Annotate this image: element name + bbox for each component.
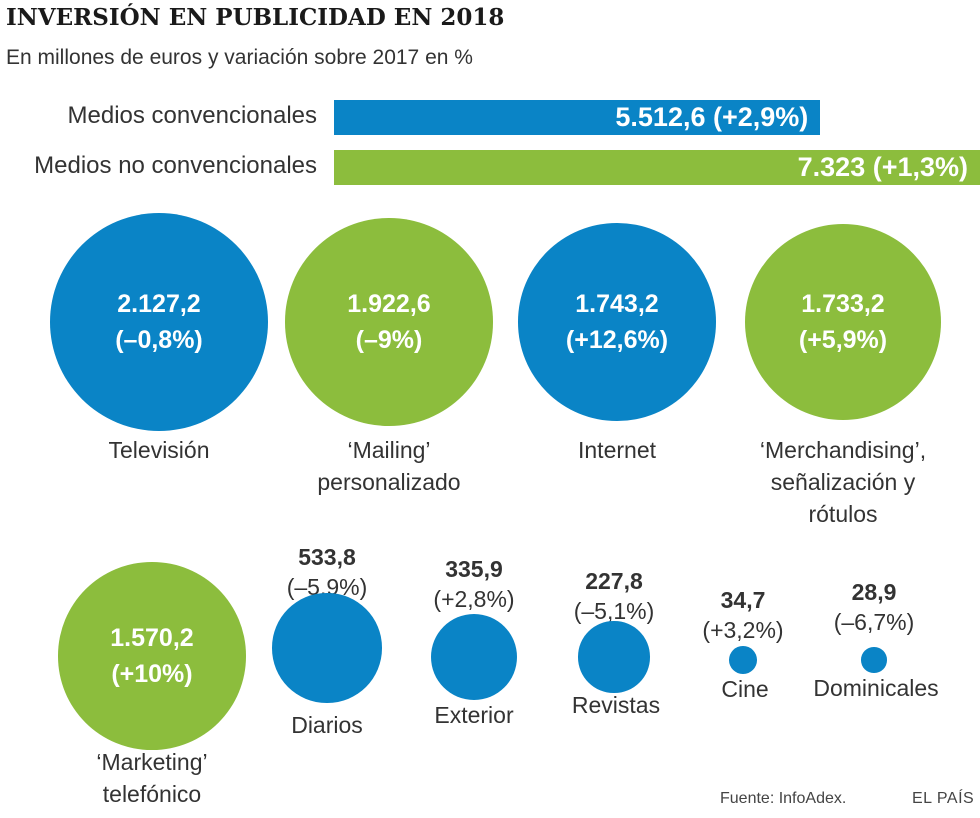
- value-exterior: 335,9 (+2,8%): [433, 556, 515, 612]
- bubble-marketing: 1.570,2 (+10%): [58, 562, 246, 750]
- label-cine: Cine: [721, 676, 769, 702]
- bubble-exterior: [430, 613, 518, 701]
- source-note: Fuente: InfoAdex.: [720, 790, 847, 807]
- value-diarios: 533,8 (–5,9%): [286, 544, 368, 600]
- label-revistas: Revistas: [571, 692, 661, 718]
- bar-no-convencionales: 7.323 (+1,3%): [334, 150, 980, 185]
- bubble-change: (–9%): [355, 325, 423, 354]
- bubble-merchandising: 1.733,2 (+5,9%): [744, 223, 942, 421]
- bubble-mailing: 1.922,6 (–9%): [285, 218, 493, 426]
- label-mailing: ‘Mailing’ personalizado: [317, 437, 461, 495]
- bubble-revistas: [578, 621, 650, 693]
- bubble-diarios: [272, 593, 382, 703]
- label-dominicales: Dominicales: [813, 675, 939, 701]
- bubble-value: 1.570,2: [110, 623, 194, 652]
- bubble-television: 2.127,2 (–0,8%): [50, 213, 268, 431]
- label-internet: Internet: [578, 437, 656, 463]
- bubble-change: (+12,6%): [565, 325, 669, 354]
- bar-convencionales: 5.512,6 (+2,9%): [334, 100, 821, 135]
- bubble-change: (–0,8%): [115, 326, 203, 354]
- bubble-dominicales: [861, 647, 887, 673]
- value-revistas: 227,8 (–5,1%): [573, 568, 655, 624]
- label-television: Televisión: [108, 437, 210, 463]
- bar-label-no-convencionales: Medios no convencionales: [34, 152, 317, 179]
- bubble-internet: 1.743,2 (+12,6%): [518, 223, 716, 421]
- label-marketing: ‘Marketing’ telefónico: [96, 749, 208, 807]
- bar-value-convencionales: 5.512,6 (+2,9%): [615, 102, 809, 132]
- label-diarios: Diarios: [291, 712, 363, 738]
- chart-title: INVERSIÓN EN PUBLICIDAD EN 2018: [6, 4, 505, 31]
- bubble-value: 1.922,6: [347, 289, 431, 318]
- label-merchandising: ‘Merchandising’, señalización y rótulos: [759, 437, 927, 527]
- bar-label-convencionales: Medios convencionales: [67, 102, 317, 129]
- label-exterior: Exterior: [434, 702, 514, 728]
- bubble-change: (+5,9%): [798, 325, 888, 354]
- brand-logo: EL PAÍS: [912, 790, 975, 807]
- value-dominicales: 28,9 (–6,7%): [833, 579, 915, 635]
- bubble-value: 1.743,2: [575, 289, 659, 318]
- bar-value-no-convencionales: 7.323 (+1,3%): [797, 152, 968, 182]
- bubble-cine: [729, 646, 757, 674]
- bubble-value: 1.733,2: [801, 289, 885, 318]
- bubble-value: 2.127,2: [117, 290, 201, 318]
- bubble-change: (+10%): [111, 659, 193, 688]
- chart-subtitle: En millones de euros y variación sobre 2…: [6, 46, 473, 69]
- value-cine: 34,7 (+3,2%): [702, 587, 784, 643]
